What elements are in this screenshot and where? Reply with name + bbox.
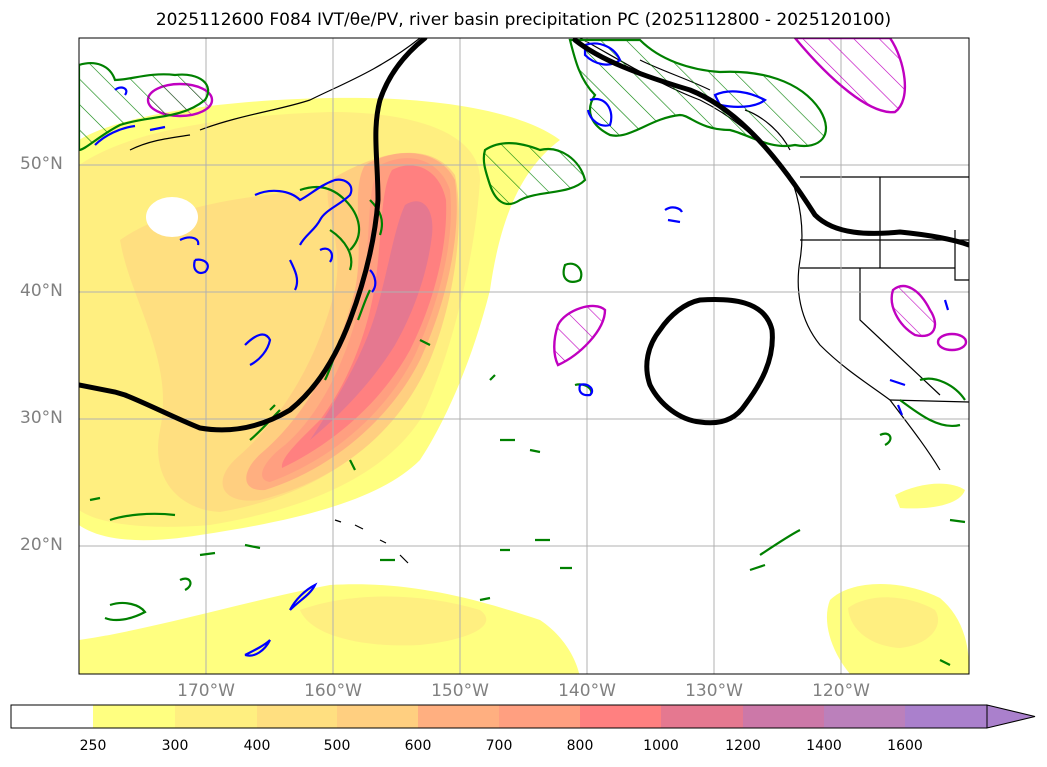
pv-pacific-2 (664, 206, 683, 224)
pv-trop-2 (244, 639, 271, 657)
pv-trop-1 (289, 582, 318, 611)
hawaii-islands (334, 519, 409, 564)
colorbar-seg-4 (337, 705, 418, 728)
theta-e-trop-3 (749, 529, 801, 572)
lon-label-170w: 170°W (177, 681, 235, 701)
us-west-coast (797, 259, 941, 471)
pv-ring-alaska (583, 42, 622, 66)
colorbar-tick-1200: 1200 (725, 738, 761, 754)
colorbar-seg-3 (257, 705, 337, 728)
jet-contour-cutoff (644, 296, 775, 426)
colorbar-tick-1400: 1400 (806, 738, 842, 754)
precip-pc-ocean (553, 304, 607, 367)
precip-pc-alaska (793, 38, 907, 114)
lon-label-120w: 120°W (812, 681, 870, 701)
colorbar-seg-5 (418, 705, 499, 728)
colorbar-extend-arrow (986, 704, 1036, 729)
map-frame (78, 37, 970, 675)
lat-label-40: 40°N (20, 281, 63, 301)
pv-ocean (578, 383, 594, 397)
colorbar-seg-8 (661, 705, 743, 728)
lat-label-30: 30°N (20, 408, 63, 428)
ivt-southeast-inner (848, 597, 939, 648)
graticule (79, 38, 969, 674)
pv-front-1 (254, 178, 353, 246)
colorbar-seg-10 (824, 705, 905, 728)
theta-e-trop-4 (179, 543, 261, 591)
colorbar-frame (10, 704, 987, 729)
colorbar-tick-500: 500 (323, 738, 351, 754)
ivt-1000-area (310, 201, 433, 440)
colorbar-tick-600: 600 (404, 738, 432, 754)
colorbar-tick-1000: 1000 (643, 738, 679, 754)
colorbar-seg-9 (743, 705, 824, 728)
lat-label-20: 20°N (20, 535, 63, 555)
pv-ring-bc (586, 90, 767, 127)
theta-e-trop-2 (104, 601, 147, 622)
theta-e-gulf (482, 142, 587, 206)
alaska-islands (129, 134, 191, 151)
theta-e-ocean-1 (562, 262, 583, 283)
theta-e-trop-6 (939, 518, 966, 666)
lat-label-50: 50°N (20, 154, 63, 174)
pv-pacific-1 (179, 236, 209, 274)
colorbar-tick-250: 250 (79, 738, 107, 754)
theta-e-aleutian (79, 62, 210, 152)
theta-e-misc (269, 339, 541, 471)
pv-front-2 (289, 247, 377, 293)
jet-contours (79, 38, 969, 433)
colorbar-tick-800: 800 (566, 738, 594, 754)
colorbar-seg-7 (580, 705, 661, 728)
colorbar-seg-0 (11, 705, 93, 728)
theta-e-ca (879, 377, 966, 446)
colorbar-seg-2 (175, 705, 257, 728)
pv-contours (94, 42, 950, 657)
colorbar-tick-400: 400 (243, 738, 271, 754)
jet-contour-main (79, 38, 428, 433)
ivt-hole (146, 197, 198, 237)
lon-label-140w: 140°W (558, 681, 616, 701)
ivt-sub-tropical-inner (300, 596, 487, 646)
colorbar-tick-1600: 1600 (887, 738, 923, 754)
pv-ca (889, 299, 950, 416)
colorbar-seg-6 (499, 705, 580, 728)
theta-e-trop-1 (89, 496, 176, 522)
ivt-baja-area (895, 483, 965, 509)
us-state-border-6 (859, 268, 941, 396)
lon-label-150w: 150°W (431, 681, 489, 701)
pv-front-3 (244, 333, 272, 366)
colorbar-tick-300: 300 (161, 738, 189, 754)
colorbar-seg-1 (93, 705, 175, 728)
colorbar (10, 704, 1036, 729)
precip-pc-california (890, 284, 937, 338)
pv-aleutian (94, 86, 166, 146)
lon-label-130w: 130°W (685, 681, 743, 701)
jet-contour-east (572, 38, 969, 248)
lon-label-160w: 160°W (304, 681, 362, 701)
figure-title: 2025112600 F084 IVT/θe/PV, river basin p… (155, 10, 892, 30)
alaska-coast (199, 38, 421, 131)
theta-e-trop-5 (380, 538, 572, 602)
mexico-border (889, 399, 969, 403)
precip-pc-nevada (936, 332, 968, 352)
colorbar-seg-11 (905, 705, 987, 728)
us-state-border-5 (954, 230, 969, 281)
colorbar-tick-700: 700 (485, 738, 513, 754)
